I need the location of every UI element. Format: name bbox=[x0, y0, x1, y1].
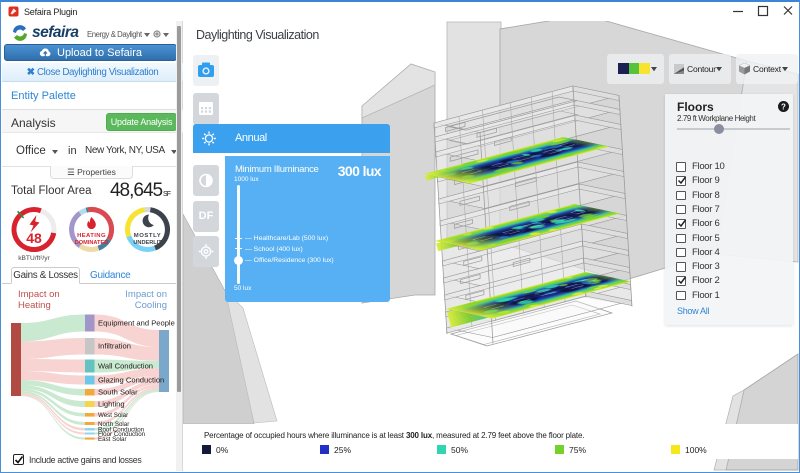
svg-text:Roof Conduction: Roof Conduction bbox=[98, 427, 145, 434]
svg-text:Lighting: Lighting bbox=[98, 399, 125, 408]
svg-text:UNDERLIT: UNDERLIT bbox=[133, 240, 162, 246]
svg-text:HEATING: HEATING bbox=[77, 233, 106, 239]
svg-text:West Solar: West Solar bbox=[98, 412, 128, 419]
svg-text:South Solar: South Solar bbox=[98, 388, 138, 397]
svg-text:Infiltration: Infiltration bbox=[98, 342, 131, 351]
svg-text:Floor Conduction: Floor Conduction bbox=[98, 431, 146, 438]
svg-text:?: ? bbox=[781, 102, 786, 111]
svg-text:48: 48 bbox=[26, 230, 42, 246]
svg-text:MOSTLY: MOSTLY bbox=[134, 233, 162, 239]
svg-text:kBTU/ft²/yr: kBTU/ft²/yr bbox=[18, 255, 50, 262]
svg-text:East Solar: East Solar bbox=[98, 436, 127, 443]
svg-text:Glazing Conduction: Glazing Conduction bbox=[98, 375, 164, 384]
svg-text:Wall Conduction: Wall Conduction bbox=[98, 361, 153, 370]
svg-text:Equipment and People: Equipment and People bbox=[98, 318, 175, 327]
svg-text:North Solar: North Solar bbox=[98, 421, 129, 428]
svg-text:DOMINATED: DOMINATED bbox=[75, 240, 108, 246]
